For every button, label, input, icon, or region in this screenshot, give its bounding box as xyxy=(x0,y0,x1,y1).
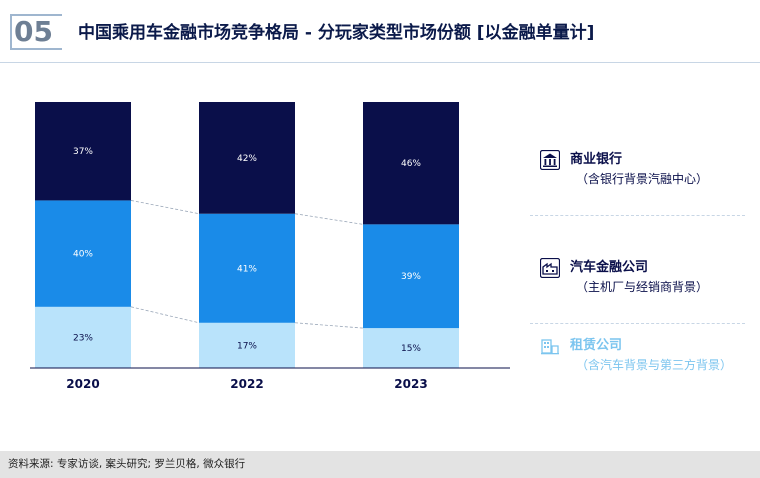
legend-divider xyxy=(530,323,745,324)
stacked-bar-chart: 23% 40% 37% 2020 17% 41% 42% 2022 15% 39% 46% 2023 xyxy=(30,102,510,391)
x-tick-label-2020: 2020 xyxy=(66,377,99,391)
header-divider xyxy=(0,62,760,63)
chart-panel: 23% 40% 37% 2020 17% 41% 42% 2022 15% 39% 46% 2023 xyxy=(10,75,756,445)
bar-segment-auto-finance-2023 xyxy=(363,224,459,329)
bar-segment-auto-finance-2022 xyxy=(199,213,295,323)
legend-subtitle-bank: （含银行背景汽融中心） xyxy=(576,172,709,186)
source-note: 资料来源: 专家访谈, 案头研究; 罗兰贝格, 微众银行 xyxy=(8,458,246,470)
bar-segment-bank-2022 xyxy=(199,102,295,214)
data-label-leasing-2022: 17% xyxy=(237,341,257,351)
x-tick-label-2022: 2022 xyxy=(230,377,263,391)
bar-segment-leasing-2022 xyxy=(199,322,295,368)
page-header: 05 中国乘用车金融市场竞争格局 - 分玩家类型市场份额 [以金融单量计] xyxy=(0,0,760,62)
bank-icon xyxy=(540,150,560,170)
legend-divider xyxy=(530,215,745,216)
data-label-bank-2020: 37% xyxy=(73,147,93,157)
bar-segment-bank-2020 xyxy=(35,102,131,201)
data-label-auto-finance-2020: 40% xyxy=(73,250,93,260)
factory-icon xyxy=(540,258,560,278)
data-label-bank-2022: 42% xyxy=(237,154,257,164)
bar-segment-leasing-2023 xyxy=(363,328,459,368)
data-label-bank-2023: 46% xyxy=(401,159,421,169)
legend-subtitle-leasing: （含汽车背景与第三方背景） xyxy=(576,358,733,372)
connector-line xyxy=(130,200,200,215)
legend-title-auto-finance: 汽车金融公司 xyxy=(570,260,649,275)
data-label-leasing-2020: 23% xyxy=(73,333,93,343)
legend-title-leasing: 租赁公司 xyxy=(570,338,623,353)
section-number: 05 xyxy=(14,15,53,48)
legend-title-bank: 商业银行 xyxy=(570,152,623,167)
data-label-leasing-2023: 15% xyxy=(401,344,421,354)
data-label-auto-finance-2022: 41% xyxy=(237,264,257,274)
page-title: 中国乘用车金融市场竞争格局 - 分玩家类型市场份额 [以金融单量计] xyxy=(78,23,595,43)
x-tick-label-2023: 2023 xyxy=(394,377,427,391)
chart-legend: 商业银行 （含银行背景汽融中心） 汽车金融公司 （主机厂与经销商背景） 租赁公司… xyxy=(530,75,750,405)
section-number-frame xyxy=(10,14,62,50)
bar-segment-leasing-2020 xyxy=(35,306,131,368)
bar-segment-auto-finance-2020 xyxy=(35,200,131,307)
legend-subtitle-auto-finance: （主机厂与经销商背景） xyxy=(576,280,709,294)
connector-line xyxy=(294,322,364,329)
connector-line xyxy=(130,306,200,324)
leasing-icon xyxy=(541,339,559,355)
bar-segment-bank-2023 xyxy=(363,102,459,225)
data-label-auto-finance-2023: 39% xyxy=(401,272,421,282)
connector-line xyxy=(294,213,364,225)
source-footer: 资料来源: 专家访谈, 案头研究; 罗兰贝格, 微众银行 xyxy=(0,451,760,478)
